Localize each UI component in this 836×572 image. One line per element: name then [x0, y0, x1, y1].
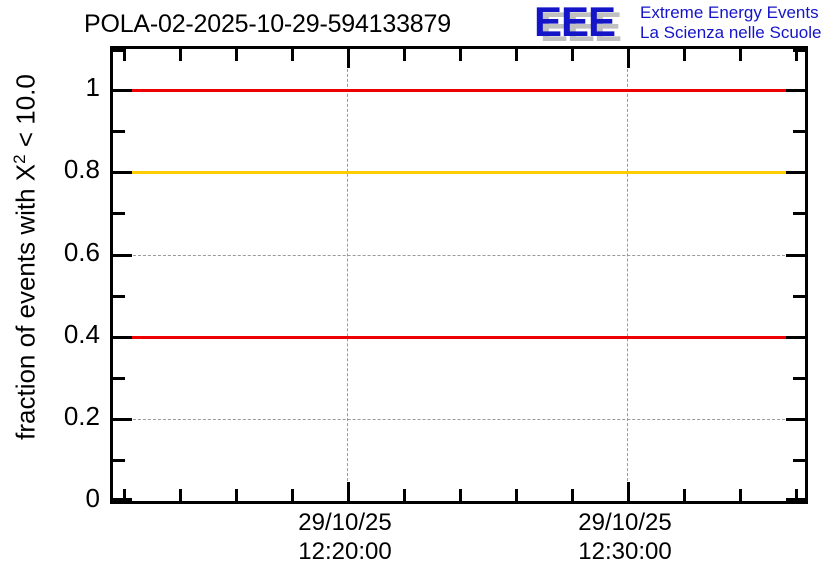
y-tick-minor	[113, 49, 125, 52]
y-tick-label-0-2: 0.2	[63, 401, 100, 431]
y-tick-major-0-6	[113, 254, 132, 257]
plot-area[interactable]	[110, 46, 808, 504]
y-tick-right-major-0-2	[786, 418, 805, 421]
y-tick-major-0-4	[113, 336, 132, 339]
y-tick-minor	[113, 130, 125, 133]
y-tick-right-minor	[793, 459, 805, 462]
x-tick-top-minor	[571, 49, 574, 61]
x-tick-minor	[459, 489, 462, 501]
y-tick-label-0-8: 0.8	[63, 154, 100, 184]
x-tick-top-minor	[683, 49, 686, 61]
x-tick-minor	[291, 489, 294, 501]
x-tick-label-1-date: 29/10/25	[298, 509, 392, 536]
x-tick-top-minor	[291, 49, 294, 61]
gridline-vertical-1	[347, 49, 348, 501]
eee-logo-mark-front: EEE	[534, 0, 616, 45]
x-tick-top-minor	[459, 49, 462, 61]
eee-logo-mark-shadow: EEE	[540, 3, 622, 50]
gridline-horizontal-0-2	[113, 419, 805, 420]
x-tick-minor	[123, 489, 126, 501]
plot-inner	[113, 49, 805, 501]
x-tick-top-minor	[795, 49, 798, 61]
gridline-horizontal-0-6	[113, 255, 805, 256]
y-tick-right-major-0-6	[786, 254, 805, 257]
y-tick-label-0-4: 0.4	[63, 319, 100, 349]
y-tick-minor	[113, 212, 125, 215]
x-tick-top-minor	[179, 49, 182, 61]
page-title: POLA-02-2025-10-29-594133879	[84, 10, 451, 38]
gridline-vertical-2	[627, 49, 628, 501]
y-tick-label-0: 0	[85, 483, 100, 513]
threshold-line-upper	[113, 89, 805, 92]
y-tick-right-minor	[793, 295, 805, 298]
x-tick-minor	[683, 489, 686, 501]
y-tick-label-1: 1	[85, 72, 100, 102]
y-tick-right-major-1-0	[786, 89, 805, 92]
x-tick-label-2-time: 12:30:00	[578, 538, 672, 565]
y-tick-major-0-2	[113, 418, 132, 421]
y-tick-minor	[113, 459, 125, 462]
x-tick-top-major-1	[347, 49, 350, 68]
y-axis-title-pre: fraction of events with X	[10, 163, 41, 440]
threshold-line-warning	[113, 171, 805, 174]
x-tick-top-major-2	[627, 49, 630, 68]
y-tick-label-0-6: 0.6	[63, 237, 100, 267]
y-tick-minor	[113, 377, 125, 380]
x-tick-label-1-time: 12:20:00	[298, 538, 392, 565]
y-tick-major-1-0	[113, 89, 132, 92]
x-tick-top-minor	[739, 49, 742, 61]
x-tick-label-1: 29/10/25 12:20:00	[245, 508, 445, 566]
y-tick-right-major-0-4	[786, 336, 805, 339]
x-tick-minor	[179, 489, 182, 501]
x-tick-top-minor	[515, 49, 518, 61]
threshold-line-lower	[113, 336, 805, 339]
y-tick-major-0-8	[113, 171, 132, 174]
x-tick-minor	[515, 489, 518, 501]
eee-logo: EEE EEE Extreme Energy Events La Scienza…	[534, 0, 834, 48]
x-tick-minor	[795, 489, 798, 501]
y-tick-major-0	[113, 498, 132, 501]
y-tick-right-minor	[793, 212, 805, 215]
eee-logo-text: Extreme Energy Events La Scienza nelle S…	[640, 3, 821, 43]
x-tick-top-minor	[123, 49, 126, 61]
eee-logo-text-line1: Extreme Energy Events	[640, 3, 819, 22]
y-tick-minor	[113, 295, 125, 298]
y-tick-right-minor	[793, 130, 805, 133]
eee-logo-text-line2: La Scienza nelle Scuole	[640, 23, 822, 42]
x-tick-top-minor	[403, 49, 406, 61]
x-tick-top-minor	[235, 49, 238, 61]
y-tick-right-minor	[793, 49, 805, 52]
x-tick-major-1	[347, 482, 350, 501]
x-tick-major-2	[627, 482, 630, 501]
y-tick-right-minor	[793, 377, 805, 380]
x-tick-minor	[235, 489, 238, 501]
y-tick-right-major-0-8	[786, 171, 805, 174]
x-tick-minor	[739, 489, 742, 501]
eee-logo-mark: EEE EEE	[534, 0, 638, 48]
x-tick-minor	[403, 489, 406, 501]
x-tick-label-2: 29/10/25 12:30:00	[525, 508, 725, 566]
x-tick-minor	[571, 489, 574, 501]
x-tick-label-2-date: 29/10/25	[578, 509, 672, 536]
